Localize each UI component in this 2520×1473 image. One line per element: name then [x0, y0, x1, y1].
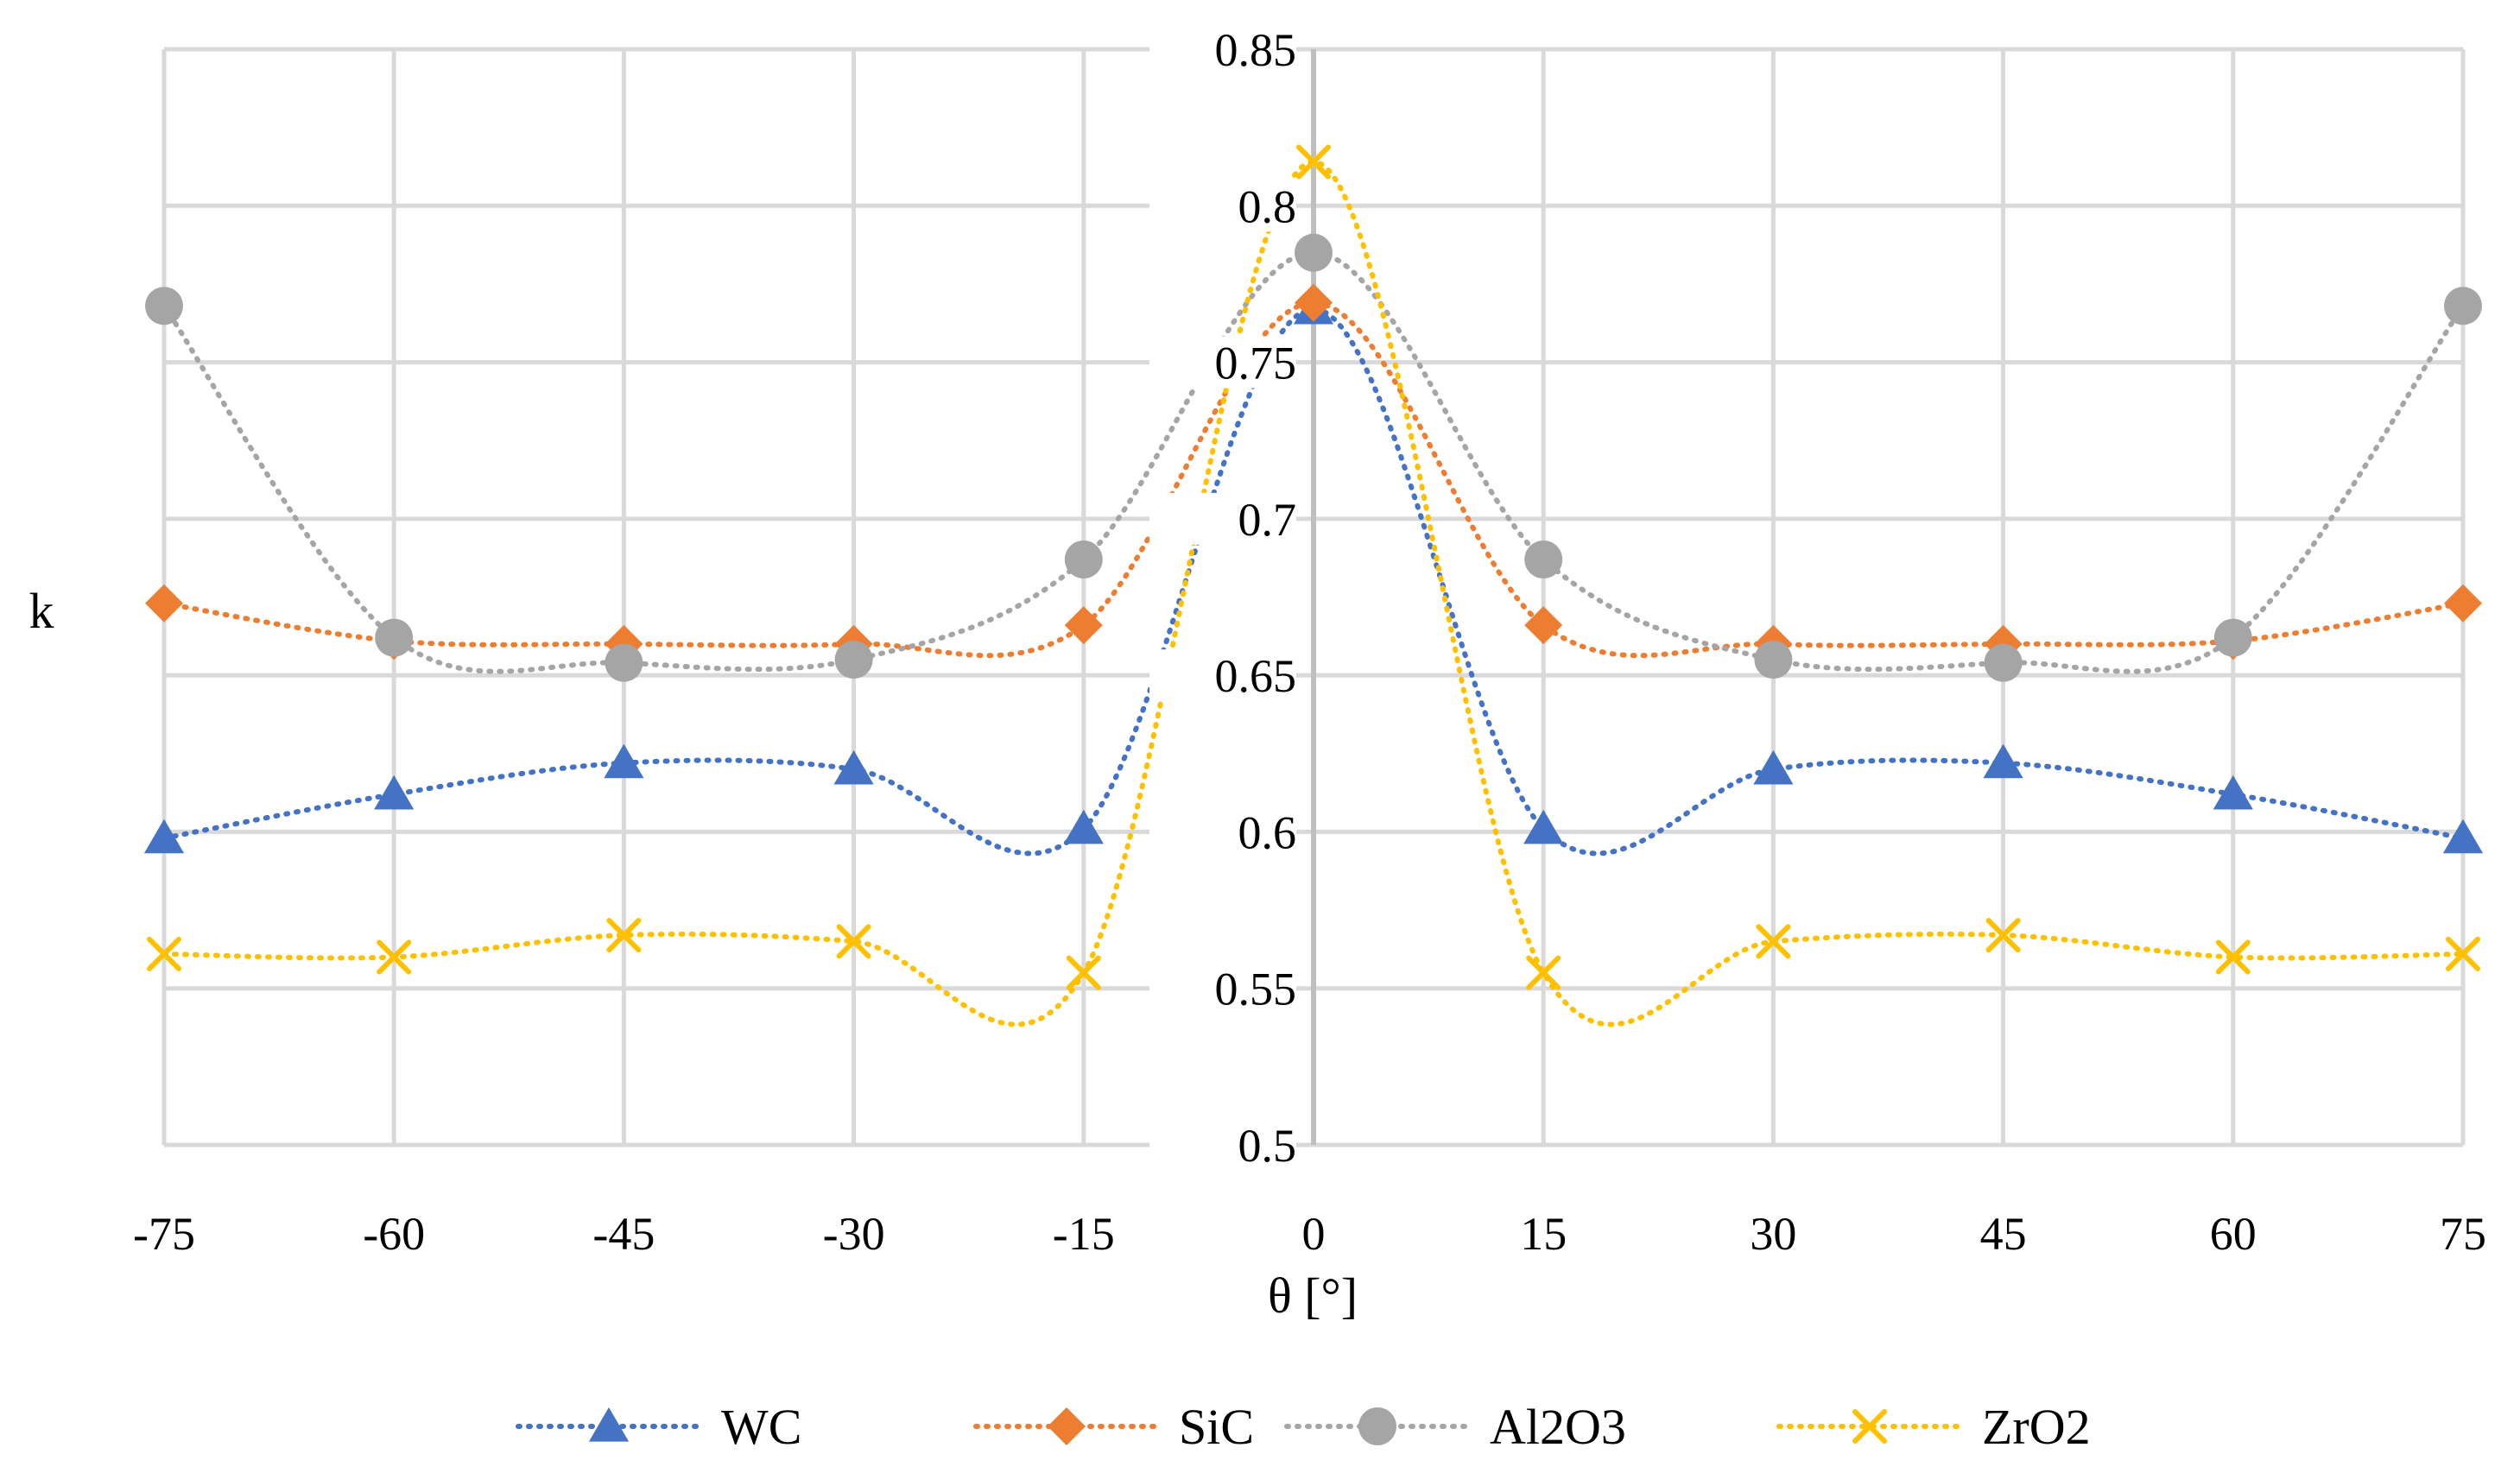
- data-point-zro2-1: [377, 939, 412, 975]
- x-tick-label: 0: [1302, 1208, 1326, 1260]
- data-point-zro2-5-stroke-b: [1296, 144, 1331, 180]
- y-tick-label-bg-4: [1149, 492, 1296, 545]
- data-point-al2o3-3: [834, 641, 873, 680]
- series-line-sic: [161, 300, 2466, 659]
- y-tick-label: 0.75: [1215, 338, 1297, 389]
- data-point-wc-9: [2213, 774, 2253, 810]
- legend-marker-wc: [588, 1407, 630, 1442]
- x-tick-label: 15: [1520, 1208, 1567, 1260]
- x-axis-label: θ [°]: [1268, 1268, 1358, 1324]
- legend-label-zro2: ZrO2: [1982, 1399, 2091, 1455]
- data-point-zro2-10: [2446, 936, 2480, 971]
- y-tick-label-bg-1: [1149, 962, 1296, 1015]
- data-point-wc-1: [374, 774, 415, 810]
- y-tick-label: 0.65: [1215, 650, 1297, 702]
- y-tick-label-bg-2: [1149, 806, 1296, 858]
- data-point-al2o3-0: [145, 287, 183, 326]
- data-point-al2o3-4: [1064, 540, 1103, 578]
- data-point-wc-10: [2442, 819, 2484, 854]
- data-point-al2o3-9: [2213, 618, 2252, 657]
- data-point-zro2-3-stroke-b: [836, 924, 871, 959]
- legend-label-al2o3: Al2O3: [1490, 1399, 1626, 1455]
- data-point-zro2-9-stroke-b: [2215, 939, 2251, 975]
- series-line-al2o3: [161, 250, 2466, 674]
- data-point-wc-6: [1523, 809, 1564, 844]
- x-tick-label: 75: [2440, 1208, 2486, 1260]
- data-point-sic-5: [1295, 283, 1333, 322]
- data-point-zro2-0: [147, 936, 181, 971]
- y-tick-label-bg-7: [1149, 23, 1296, 75]
- data-point-wc-0: [143, 819, 185, 854]
- data-point-zro2-1-stroke-b: [377, 939, 412, 975]
- data-point-sic-0: [145, 584, 183, 623]
- data-point-wc-7: [1753, 749, 1794, 785]
- data-point-al2o3-5: [1295, 233, 1333, 272]
- legend-label-wc: WC: [721, 1399, 801, 1455]
- data-point-zro2-5: [1296, 144, 1331, 180]
- y-axis-ticks: 0.5 0.55 0.6 0.65 0.7 0.75 0.8 0.85: [1149, 23, 1296, 1172]
- data-point-zro2-2: [606, 918, 642, 953]
- x-tick-label: -15: [1053, 1208, 1115, 1260]
- data-point-zro2-2-stroke-b: [606, 918, 642, 953]
- x-tick-label: -60: [363, 1208, 425, 1260]
- legend-marker-zro2: [1852, 1409, 1887, 1444]
- legend-marker-zro2-stroke-b: [1852, 1409, 1887, 1444]
- data-point-al2o3-2: [605, 643, 643, 682]
- legend-marker-al2o3: [1358, 1407, 1396, 1445]
- x-tick-label: 45: [1980, 1208, 2027, 1260]
- x-axis-ticks: -75 -60 -45 -30 -15 0 15 30 45 60 75: [133, 1208, 2486, 1260]
- data-point-zro2-8: [1985, 918, 2021, 953]
- data-point-al2o3-7: [1754, 641, 1793, 680]
- legend: WC SiC Al2O3 ZrO2: [516, 1399, 2091, 1455]
- data-point-sic-4: [1064, 606, 1103, 645]
- data-point-wc-4: [1063, 809, 1104, 844]
- grid: [161, 47, 2466, 1147]
- data-point-wc-8: [1983, 743, 2023, 779]
- legend-label-sic: SiC: [1179, 1399, 1254, 1455]
- data-point-zro2-10-stroke-b: [2446, 936, 2480, 971]
- data-point-zro2-8-stroke-b: [1985, 918, 2021, 953]
- y-tick-label: 0.5: [1238, 1120, 1297, 1172]
- x-tick-label: 30: [1750, 1208, 1796, 1260]
- y-tick-label: 0.85: [1215, 24, 1297, 76]
- data-point-sic-6: [1524, 606, 1563, 645]
- x-tick-label: 60: [2210, 1208, 2257, 1260]
- data-point-al2o3-6: [1524, 540, 1563, 578]
- y-tick-label-bg-5: [1149, 336, 1296, 389]
- data-point-zro2-7: [1756, 924, 1791, 959]
- x-tick-label: -75: [133, 1208, 195, 1260]
- data-point-zro2-6-stroke-b: [1526, 955, 1561, 990]
- y-tick-label: 0.55: [1215, 964, 1297, 1015]
- y-tick-label-bg-3: [1149, 649, 1296, 702]
- legend-marker-sic: [1048, 1407, 1086, 1445]
- data-point-al2o3-10: [2444, 287, 2482, 326]
- data-point-wc-3: [833, 749, 874, 785]
- data-point-al2o3-1: [375, 618, 414, 657]
- data-point-sic-10: [2444, 584, 2482, 623]
- y-tick-label-bg-6: [1149, 180, 1296, 232]
- data-point-zro2-0-stroke-b: [147, 936, 181, 971]
- data-point-zro2-4-stroke-b: [1066, 955, 1101, 990]
- data-point-wc-2: [604, 743, 644, 779]
- series-markers: [143, 144, 2484, 990]
- y-tick-label: 0.6: [1238, 806, 1297, 858]
- x-tick-label: -30: [823, 1208, 885, 1260]
- x-tick-label: -45: [592, 1208, 655, 1260]
- y-tick-label: 0.8: [1238, 180, 1297, 232]
- data-point-zro2-9: [2215, 939, 2251, 975]
- data-point-al2o3-8: [1984, 643, 2023, 682]
- y-tick-label-bg-0: [1149, 1119, 1296, 1171]
- y-tick-label: 0.7: [1238, 494, 1297, 546]
- data-point-zro2-3: [836, 924, 871, 959]
- y-axis-label: k: [29, 583, 54, 639]
- data-point-zro2-4: [1066, 955, 1101, 990]
- data-point-zro2-6: [1526, 955, 1561, 990]
- data-point-zro2-7-stroke-b: [1756, 924, 1791, 959]
